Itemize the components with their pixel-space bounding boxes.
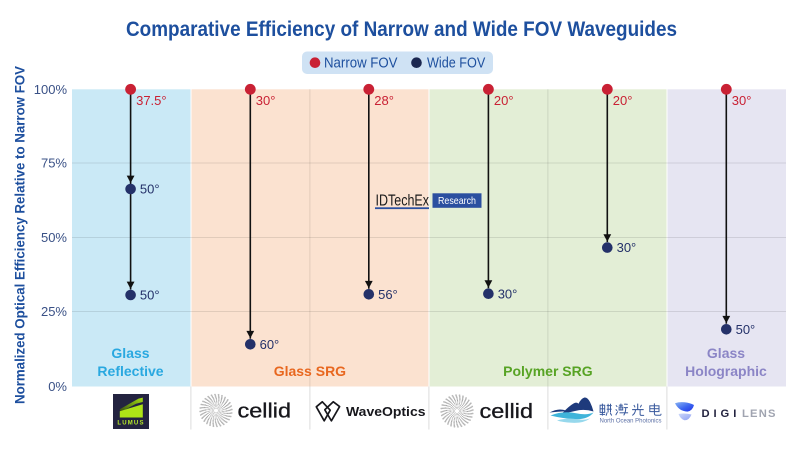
- svg-text:50%: 50%: [41, 230, 67, 245]
- svg-text:WaveOptics: WaveOptics: [346, 404, 426, 419]
- svg-text:Wide FOV: Wide FOV: [427, 55, 485, 72]
- svg-text:30°: 30°: [256, 93, 276, 108]
- svg-text:LUMUS: LUMUS: [117, 421, 144, 427]
- svg-text:North Ocean Photonics: North Ocean Photonics: [600, 418, 662, 425]
- svg-text:25%: 25%: [41, 304, 67, 319]
- svg-text:75%: 75%: [41, 156, 67, 171]
- svg-text:50°: 50°: [736, 322, 756, 337]
- svg-text:50°: 50°: [140, 288, 160, 303]
- svg-text:Glass: Glass: [111, 345, 149, 361]
- svg-text:DIGI: DIGI: [702, 408, 740, 420]
- svg-text:30°: 30°: [732, 93, 752, 108]
- svg-text:30°: 30°: [617, 240, 637, 255]
- svg-text:37.5°: 37.5°: [136, 93, 167, 108]
- svg-text:30°: 30°: [498, 286, 518, 301]
- svg-text:Polymer SRG: Polymer SRG: [503, 363, 593, 379]
- svg-text:IDTechEx: IDTechEx: [376, 193, 430, 210]
- svg-text:100%: 100%: [34, 82, 68, 97]
- svg-text:Comparative Efficiency of Narr: Comparative Efficiency of Narrow and Wid…: [126, 18, 677, 41]
- svg-text:60°: 60°: [260, 337, 280, 352]
- svg-text:cellid: cellid: [480, 401, 534, 423]
- svg-text:20°: 20°: [494, 93, 514, 108]
- svg-text:Glass SRG: Glass SRG: [274, 363, 346, 379]
- svg-text:20°: 20°: [613, 93, 633, 108]
- svg-text:Narrow FOV: Narrow FOV: [324, 55, 398, 72]
- svg-text:Reflective: Reflective: [97, 363, 163, 379]
- svg-text:0%: 0%: [48, 379, 67, 394]
- svg-text:LENS: LENS: [742, 408, 779, 420]
- svg-text:cellid: cellid: [238, 401, 292, 423]
- svg-text:50°: 50°: [140, 182, 160, 197]
- svg-text:28°: 28°: [374, 93, 394, 108]
- svg-text:56°: 56°: [378, 287, 398, 302]
- svg-text:Research: Research: [438, 195, 476, 207]
- svg-text:Holographic: Holographic: [685, 363, 767, 379]
- svg-text:Glass: Glass: [707, 345, 745, 361]
- svg-text:Normalized Optical Efficiency: Normalized Optical Efficiency Relative t…: [13, 66, 28, 404]
